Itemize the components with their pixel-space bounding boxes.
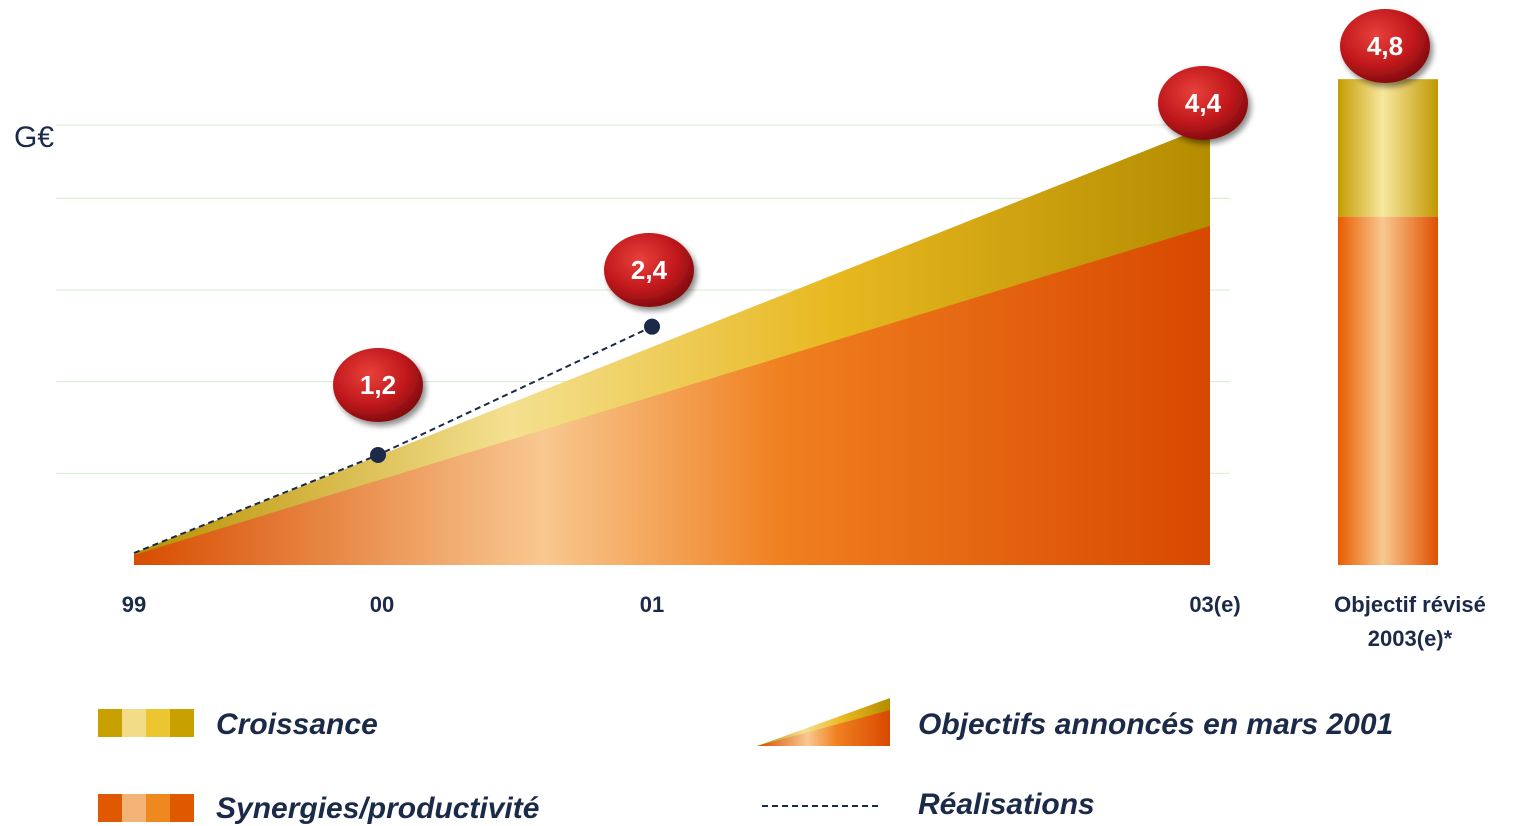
legend: Croissance Synergies/productivité Object… — [98, 698, 1393, 825]
x-tick-99: 99 — [122, 592, 146, 617]
revised-bar-croissance — [1338, 79, 1438, 217]
legend-label-synergies: Synergies/productivité — [216, 792, 539, 825]
badge-00-label: 1,2 — [360, 370, 396, 400]
legend-label-realisations: Réalisations — [918, 788, 1095, 821]
badge-03e-label: 4,4 — [1185, 88, 1222, 118]
realisations-point-01 — [644, 318, 660, 335]
x-tick-revised-line2: 2003(e)* — [1368, 626, 1453, 651]
x-tick-revised-line1: Objectif révisé — [1334, 592, 1486, 617]
legend-label-croissance: Croissance — [216, 708, 378, 741]
unit-label: G€ — [14, 121, 54, 154]
badge-00: 1,2 — [333, 348, 423, 422]
x-tick-01: 01 — [640, 592, 664, 617]
badge-revised: 4,8 — [1340, 9, 1430, 83]
legend-swatch-objectifs — [757, 698, 890, 746]
realisations-point-00 — [370, 447, 386, 463]
x-tick-03e: 03(e) — [1189, 592, 1240, 617]
x-axis-ticks: 99 00 01 03(e) Objectif révisé 2003(e)* — [122, 592, 1486, 651]
x-tick-00: 00 — [370, 592, 394, 617]
badge-01: 2,4 — [604, 233, 694, 307]
synergies-area — [134, 225, 1210, 566]
legend-swatch-croissance — [98, 709, 194, 737]
badge-01-label: 2,4 — [631, 255, 668, 285]
legend-label-objectifs: Objectifs annoncés en mars 2001 — [918, 708, 1393, 741]
legend-swatch-synergies — [98, 794, 194, 822]
badge-revised-label: 4,8 — [1367, 31, 1403, 61]
revised-bar-synergies — [1338, 216, 1438, 565]
badge-03e: 4,4 — [1158, 66, 1248, 140]
